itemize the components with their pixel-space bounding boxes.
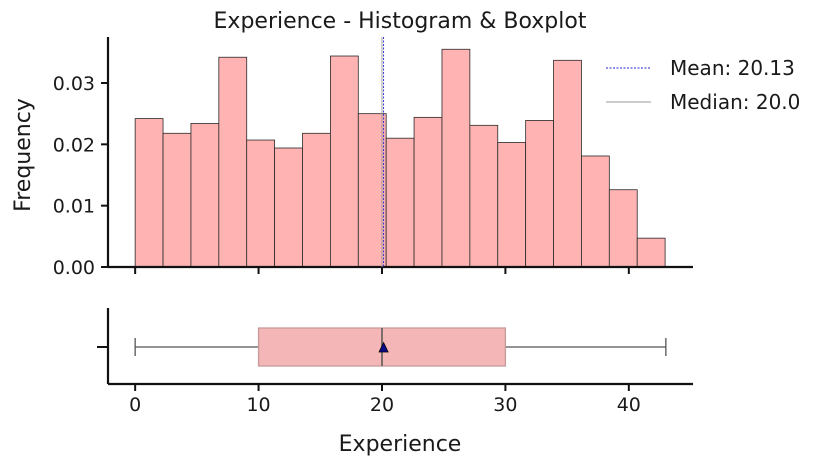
histogram-bars — [134, 48, 666, 268]
legend: Mean: 20.13 Median: 20.0 — [606, 56, 800, 114]
histogram-bar — [246, 139, 276, 268]
x-tick-label: 20 — [370, 394, 394, 416]
histogram-bar — [385, 137, 415, 268]
reference-lines — [381, 37, 385, 267]
mean-marker — [378, 341, 389, 353]
histogram-bar — [329, 55, 359, 268]
histogram-bar — [162, 132, 192, 268]
y-tick-label: 0.02 — [53, 134, 95, 156]
histogram-bar — [636, 237, 666, 268]
x-tick-label: 0 — [129, 394, 141, 416]
histogram-bar — [497, 142, 527, 268]
histogram-bar — [134, 118, 164, 268]
x-axis-label: Experience — [339, 432, 462, 457]
histogram-bar — [608, 189, 638, 268]
x-tick-label: 10 — [246, 394, 270, 416]
histogram-bar — [413, 116, 443, 268]
histogram-bar — [525, 120, 554, 268]
chart-title: Experience - Histogram & Boxplot — [214, 9, 587, 34]
histogram-axes: 0.00 0.01 0.02 0.03 — [53, 37, 693, 279]
histogram-bar — [302, 132, 331, 268]
histogram-bar — [553, 59, 582, 268]
x-tick-label: 40 — [617, 394, 641, 416]
x-tick-label: 30 — [493, 394, 517, 416]
y-tick-label: 0.01 — [53, 196, 95, 218]
boxplot-axes: 0 10 20 30 40 — [97, 308, 693, 416]
legend-mean-label: Mean: 20.13 — [670, 56, 795, 80]
y-tick-label: 0.00 — [53, 257, 95, 279]
histogram-bar — [274, 147, 303, 268]
y-tick-label: 0.03 — [53, 73, 95, 95]
histogram-bar — [581, 155, 610, 268]
histogram-bar — [190, 123, 220, 268]
histogram-bar — [218, 56, 248, 268]
y-axis-label: Frequency — [11, 98, 36, 212]
histogram-bar — [357, 113, 387, 268]
legend-median-label: Median: 20.0 — [670, 90, 800, 114]
histogram-bar — [441, 48, 471, 268]
boxplot-panel — [134, 327, 667, 367]
histogram-bar — [469, 124, 499, 268]
